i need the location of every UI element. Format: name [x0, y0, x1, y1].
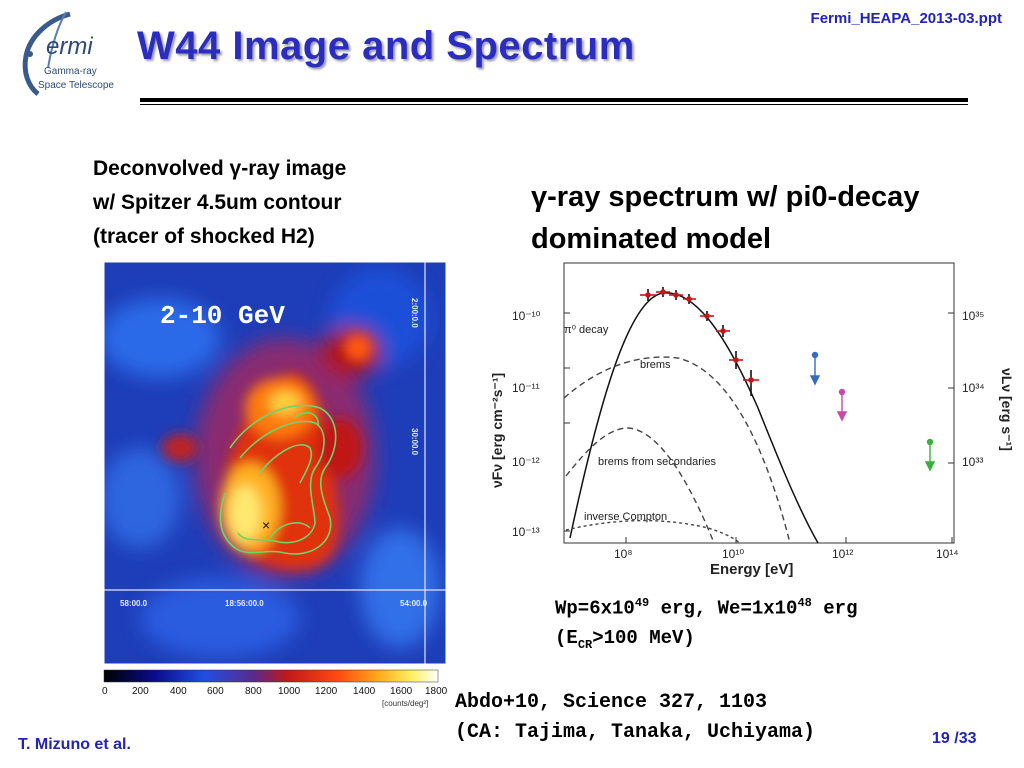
pi0-decay-curve [569, 292, 819, 544]
y-tick-right: 10³⁵ [962, 309, 984, 323]
ra-label-1: 58:00.0 [120, 599, 148, 608]
lat-data-points [640, 287, 759, 396]
x-tick: 10¹² [832, 547, 853, 561]
y-tick-left: 10⁻¹¹ [512, 381, 540, 395]
slide-title: W44 Image and Spectrum [137, 24, 635, 68]
fermi-logo: ermi Gamma-ray Space Telescope [8, 8, 138, 98]
upper-limit-blue [809, 351, 821, 386]
dec-label-1: 2:00:0.0 [410, 298, 419, 328]
image-caption: Deconvolved γ-ray image w/ Spitzer 4.5um… [93, 152, 346, 254]
data-point [700, 311, 714, 321]
page-number: 19 /33 [932, 730, 977, 747]
data-point [669, 290, 683, 300]
citation-line2: (CA: Tajima, Tanaka, Uchiyama) [455, 721, 816, 744]
colorbar-tick: 0 [102, 686, 108, 697]
y-tick-right: 10³³ [962, 455, 983, 469]
source-marker-icon: × [262, 517, 270, 533]
image-caption-line2: w/ Spitzer 4.5um contour [93, 191, 342, 214]
logo-line1: Gamma-ray [44, 66, 97, 77]
upper-limit-green [924, 438, 936, 472]
x-axis-label: Energy [eV] [710, 561, 793, 578]
y-axis-label-right: νLν [erg s⁻¹] [999, 368, 1015, 451]
colorbar-tick: 1800 [425, 686, 448, 697]
colorbar-tick: 1400 [353, 686, 376, 697]
energy-budget-note: Wp=6x1049 erg, We=1x1048 erg (ECR>100 Me… [555, 588, 857, 660]
spitzer-contours [219, 404, 337, 555]
title-rule-thick [140, 98, 968, 102]
brems-secondaries-label: brems from secondaries [598, 456, 716, 468]
sky-map-image: × 2:00:0.0 30:00.0 58:00.0 18:56:00.0 54… [104, 262, 446, 664]
data-point [729, 351, 743, 369]
file-reference: Fermi_HEAPA_2013-03.ppt [810, 10, 1002, 27]
data-point [640, 289, 656, 301]
x-tick: 10¹⁴ [936, 547, 959, 561]
colorbar-tick: 200 [132, 686, 149, 697]
logo-line2: Space Telescope [38, 80, 114, 91]
y-tick-right: 10³⁴ [962, 381, 985, 395]
colorbar-tick: 400 [170, 686, 187, 697]
x-tick: 10⁸ [614, 547, 632, 561]
upper-limit-pink [836, 388, 848, 422]
colorbar-tick: 600 [207, 686, 224, 697]
data-point [656, 287, 670, 297]
sky-map-frame [103, 261, 447, 665]
image-caption-line3: (tracer of shocked H2) [93, 225, 315, 248]
x-tick: 10¹⁰ [722, 547, 744, 561]
logo-wordmark: ermi [46, 33, 93, 60]
colorbar-tick: 800 [245, 686, 262, 697]
footer-author: T. Mizuno et al. [18, 736, 131, 753]
data-point [683, 294, 696, 304]
data-point [743, 370, 759, 396]
y-tick-left: 10⁻¹⁰ [512, 309, 541, 323]
brems-label: brems [640, 359, 671, 371]
title-rule-thin [140, 104, 968, 105]
image-caption-line1: Deconvolved γ-ray image [93, 157, 347, 180]
colorbar-ticks: 0 200 400 600 800 1000 1200 1400 1600 18… [102, 686, 448, 697]
y-axis-label-left: νFν [erg cm⁻²s⁻¹] [489, 373, 505, 488]
energy-band-label: 2-10 GeV [160, 301, 285, 331]
inverse-compton-label: inverse Compton [584, 511, 667, 523]
data-point [716, 325, 730, 337]
colorbar-tick: 1000 [278, 686, 301, 697]
pi0-decay-label: π⁰ decay [564, 324, 609, 336]
ra-label-3: 54:00.0 [400, 599, 428, 608]
sky-map-figure: × 2:00:0.0 30:00.0 58:00.0 18:56:00.0 54… [100, 258, 450, 710]
citation: Abdo+10, Science 327, 1103 (CA: Tajima, … [455, 688, 815, 748]
energy-note-line1: Wp=6x1049 erg, We=1x1048 erg [555, 596, 858, 620]
y-tick-left: 10⁻¹³ [512, 525, 540, 539]
colorbar-tick: 1200 [315, 686, 338, 697]
logo-swoosh-icon [22, 11, 71, 96]
colorbar [103, 669, 439, 683]
dec-label-2: 30:00.0 [410, 428, 419, 456]
ra-label-2: 18:56:00.0 [225, 599, 264, 608]
spectrum-figure: 10⁻¹⁰ 10⁻¹¹ 10⁻¹² 10⁻¹³ 10³⁵ 10³⁴ 10³³ 1… [478, 258, 1020, 580]
spectrum-caption-line2: dominated model [531, 223, 772, 255]
y-tick-left: 10⁻¹² [512, 455, 540, 469]
citation-line1: Abdo+10, Science 327, 1103 [455, 691, 768, 714]
inverse-compton-curve [565, 519, 741, 544]
colorbar-tick: 1600 [390, 686, 413, 697]
energy-note-line2: (ECR>100 MeV) [555, 627, 695, 653]
spectrum-caption-line1: γ-ray spectrum w/ pi0-decay [531, 181, 920, 213]
spectrum-plot-frame [563, 262, 955, 544]
spectrum-caption: γ-ray spectrum w/ pi0-decay dominated mo… [531, 176, 919, 260]
colorbar-unit: [counts/deg²] [382, 699, 428, 708]
brems-curve [563, 356, 791, 544]
brems-secondaries-curve [565, 427, 715, 544]
